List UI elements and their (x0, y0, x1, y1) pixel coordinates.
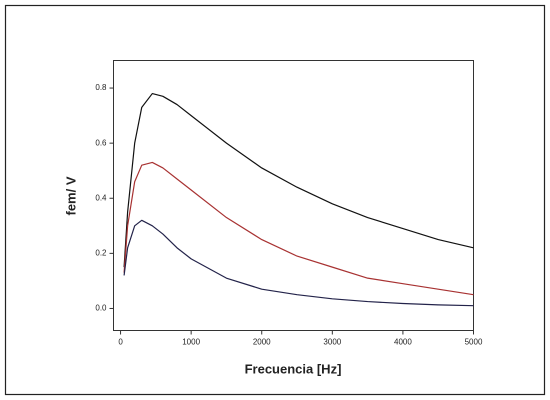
series-line (123, 219, 474, 307)
outer-frame (4, 4, 546, 396)
x-tick-label: 5000 (465, 338, 483, 347)
y-tick-label: 0.8 (95, 83, 107, 92)
y-axis-title: fem/ V (63, 176, 78, 215)
series-line (123, 161, 474, 296)
y-tick-label: 0.6 (95, 138, 107, 147)
y-tick-label: 0.2 (95, 248, 107, 257)
series-line (123, 92, 474, 268)
y-tick-label: 0.4 (95, 193, 107, 202)
y-tick-label: 0.0 (95, 304, 107, 313)
plot-frame (113, 60, 474, 331)
x-tick-label: 2000 (253, 338, 271, 347)
x-tick-label: 1000 (182, 338, 200, 347)
x-tick-label: 3000 (323, 338, 341, 347)
x-axis-title: Frecuencia [Hz] (245, 361, 342, 376)
x-tick-label: 4000 (394, 338, 412, 347)
x-tick-label: 0 (118, 338, 123, 347)
